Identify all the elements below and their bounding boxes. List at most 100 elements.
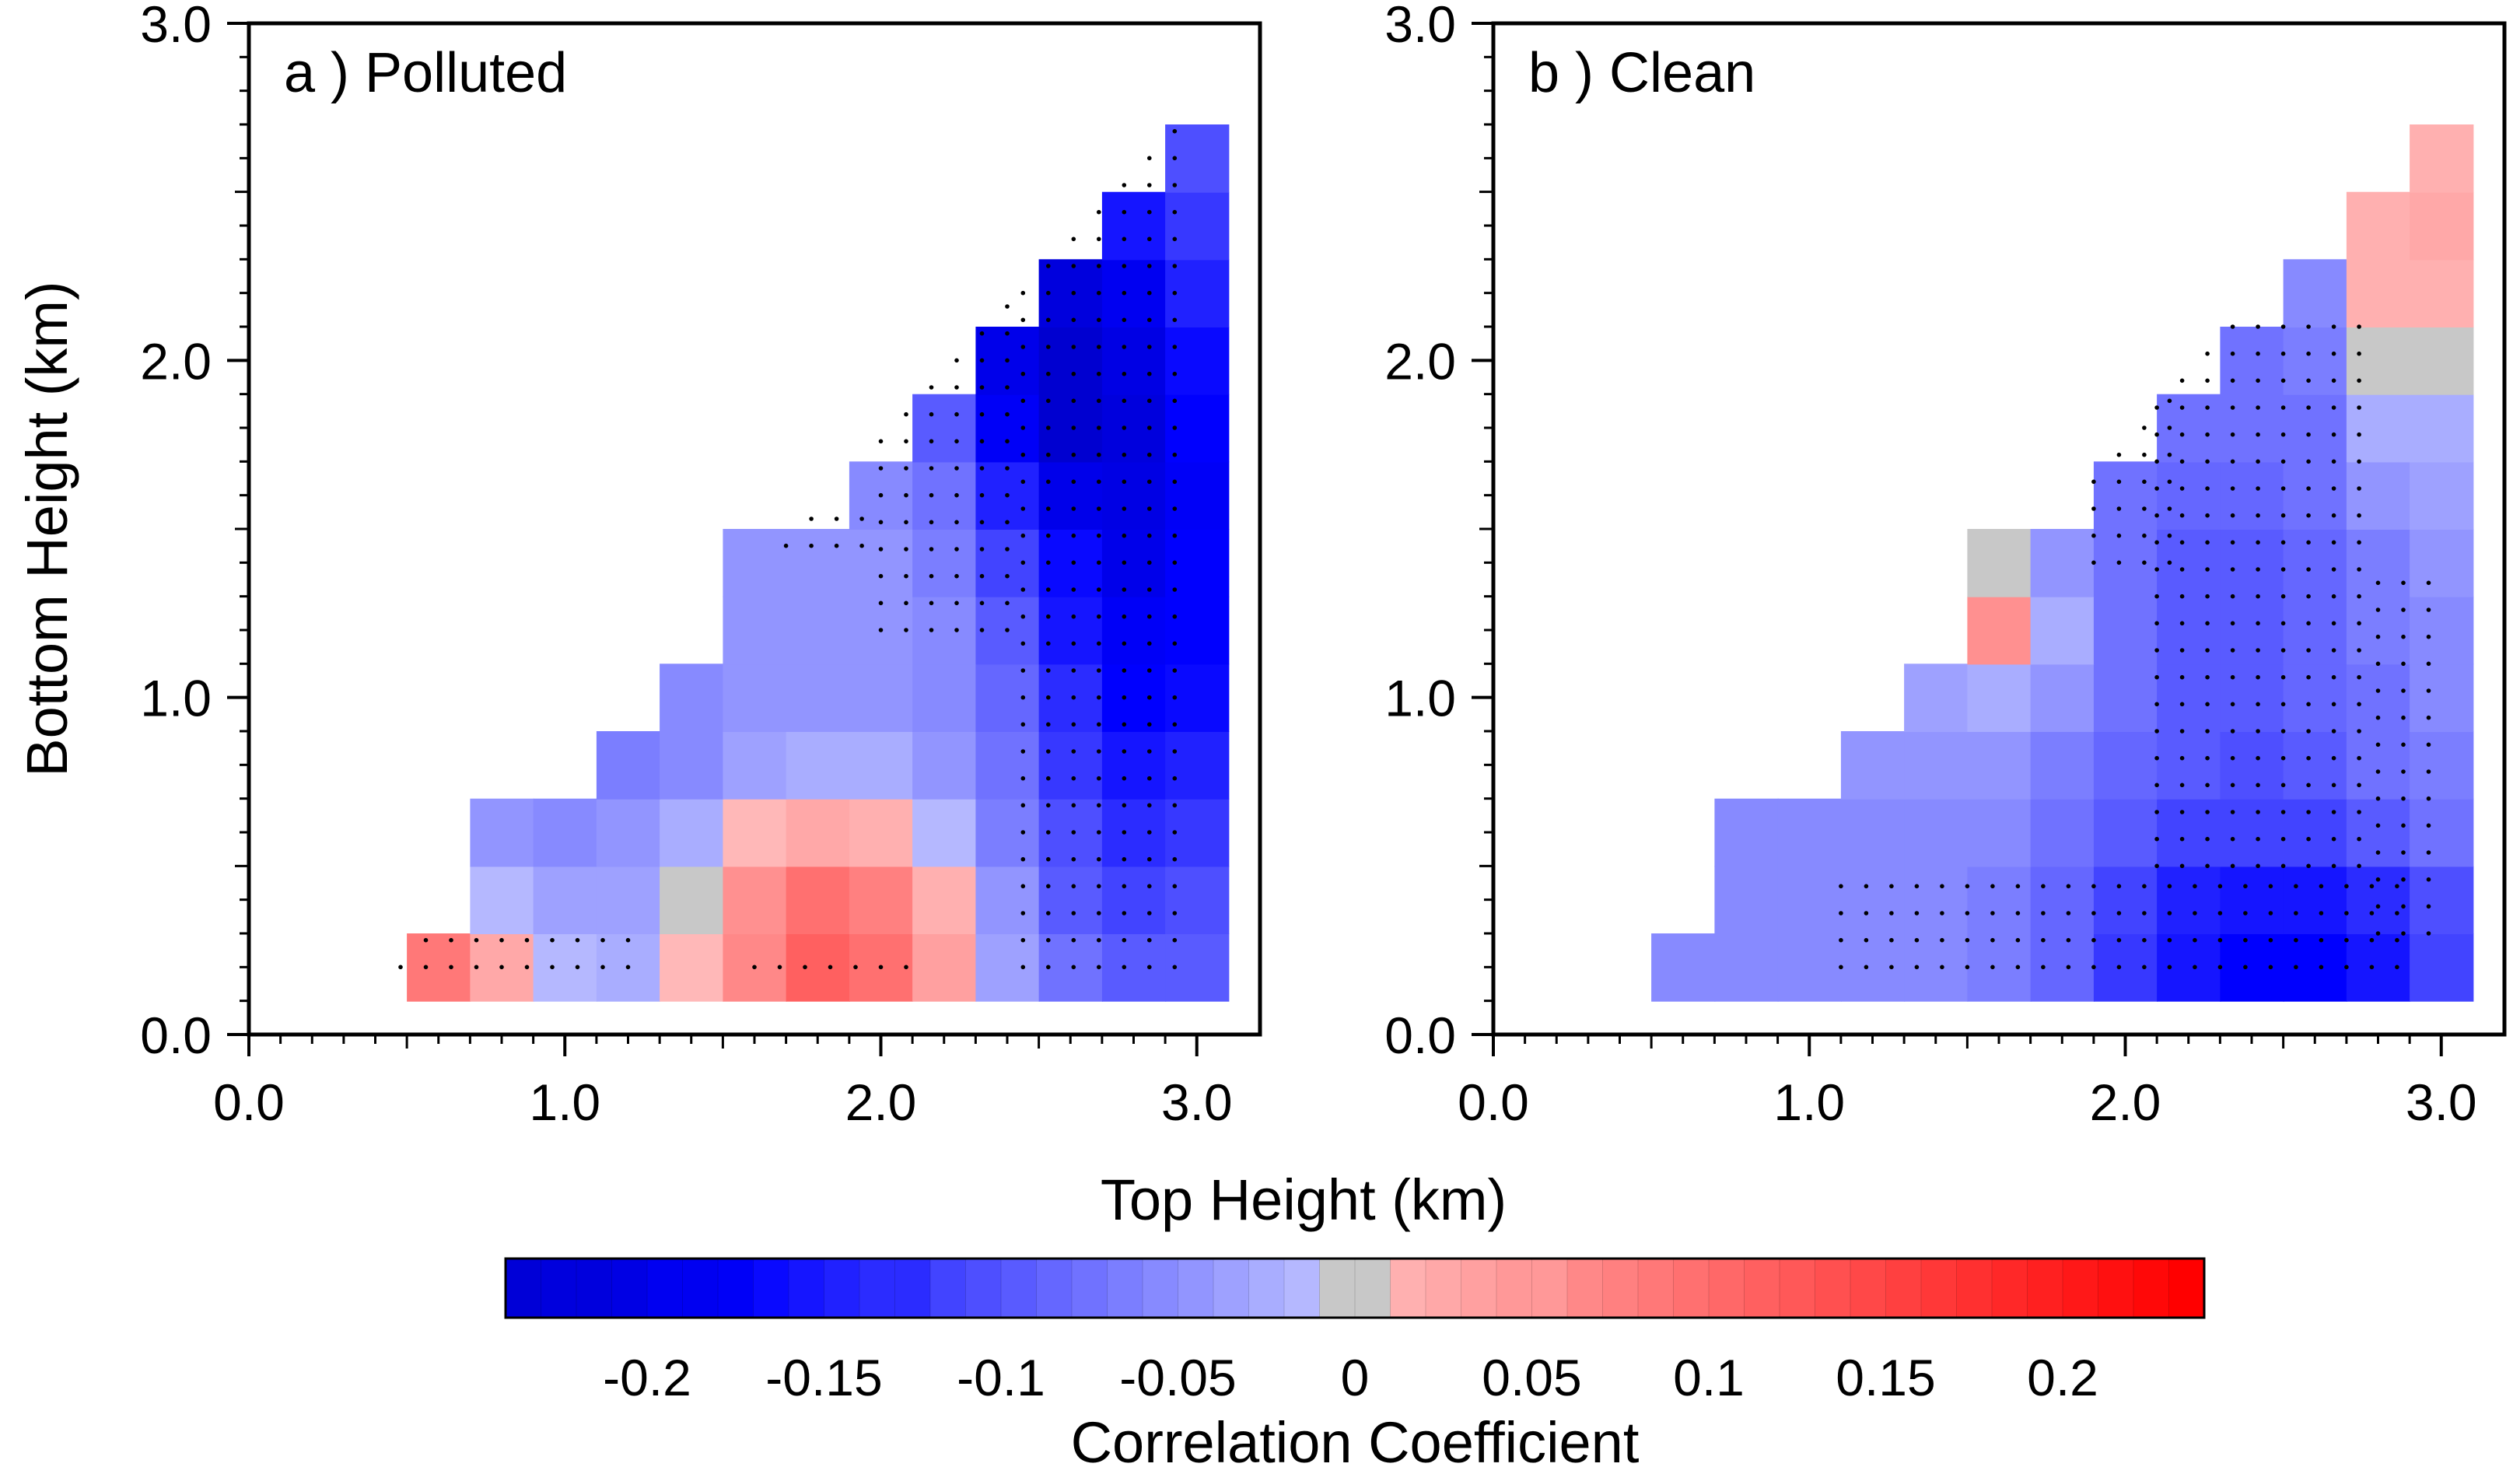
stipple-dot — [1020, 830, 1026, 835]
stipple-dot — [2375, 877, 2381, 882]
stipple-dot — [1914, 937, 1920, 943]
stipple-dot — [1990, 965, 1995, 970]
heatmap-cell — [660, 731, 724, 800]
stipple-dot — [1097, 965, 1101, 970]
stipple-dot — [1122, 371, 1127, 376]
stipple-dot — [2041, 884, 2046, 889]
heatmap-cell — [2093, 866, 2158, 934]
stipple-dot — [1071, 641, 1076, 646]
stipple-dot — [2167, 911, 2172, 916]
stipple-dot — [2167, 425, 2172, 430]
colorbar-swatch — [1178, 1259, 1213, 1318]
stipple-dot — [904, 628, 908, 632]
stipple-dot — [1122, 452, 1127, 457]
colorbar-tick-label: -0.05 — [1119, 1349, 1236, 1406]
stipple-dot — [904, 965, 908, 970]
stipple-dot — [2280, 648, 2286, 653]
stipple-dot — [2091, 965, 2096, 970]
stipple-dot — [2401, 688, 2406, 693]
colorbar-swatch — [541, 1259, 576, 1318]
stipple-dot — [1097, 371, 1101, 376]
stipple-dot — [1020, 803, 1026, 808]
colorbar-swatch — [611, 1259, 647, 1318]
heatmap-cell — [2093, 798, 2158, 867]
heatmap-cell — [2030, 731, 2095, 800]
stipple-dot — [2280, 567, 2286, 572]
y-tick-label: 3.0 — [1384, 0, 1456, 53]
stipple-dot — [1147, 506, 1152, 511]
stipple-dot — [2179, 513, 2185, 518]
x-tick-label: 0.0 — [213, 1073, 285, 1131]
stipple-dot — [2091, 506, 2096, 511]
stipple-dot — [2280, 674, 2286, 680]
colorbar-swatch — [682, 1259, 718, 1318]
stipple-dot — [1839, 911, 1843, 916]
stipple-dot — [1097, 452, 1101, 457]
heatmap-cell — [1101, 663, 1167, 732]
stipple-dot — [2306, 513, 2311, 518]
stipple-dot — [1020, 856, 1026, 862]
x-tick-label: 2.0 — [845, 1073, 917, 1131]
stipple-dot — [2116, 884, 2122, 889]
stipple-dot — [2217, 965, 2223, 970]
stipple-dot — [2426, 769, 2431, 774]
stipple-dot — [834, 543, 839, 548]
stipple-dot — [904, 520, 908, 525]
stipple-dot — [2401, 796, 2406, 801]
stipple-dot — [1990, 937, 1995, 943]
stipple-dot — [929, 492, 934, 498]
stipple-dot — [2306, 324, 2311, 329]
stipple-dot — [1071, 965, 1076, 970]
stipple-dot — [1889, 937, 1894, 943]
heatmap-cell — [912, 798, 977, 867]
stipple-dot — [2280, 783, 2286, 788]
stipple-dot — [1046, 830, 1051, 835]
stipple-dot — [2306, 351, 2311, 356]
stipple-dot — [1147, 560, 1152, 565]
stipple-dot — [2256, 513, 2260, 518]
significance-stipple-clean — [1839, 324, 2431, 970]
stipple-dot — [474, 965, 479, 970]
colorbar-swatch — [1355, 1259, 1391, 1318]
colorbar-swatch — [859, 1259, 895, 1318]
stipple-dot — [2306, 648, 2311, 653]
y-tick-label: 2.0 — [140, 332, 212, 390]
stipple-dot — [2331, 432, 2336, 437]
stipple-dot — [2205, 836, 2210, 842]
stipple-dot — [1172, 911, 1178, 916]
stipple-dot — [1172, 236, 1178, 242]
heatmap-cell — [912, 933, 977, 1002]
stipple-dot — [1046, 911, 1051, 916]
stipple-dot — [2230, 648, 2235, 653]
stipple-dot — [1097, 695, 1101, 700]
stipple-dot — [1147, 398, 1152, 404]
stipple-dot — [2357, 755, 2361, 761]
stipple-dot — [1172, 776, 1178, 781]
heatmap-cell — [975, 798, 1040, 867]
heatmap-cell — [2220, 529, 2284, 597]
heatmap-cell — [2410, 259, 2474, 327]
stipple-dot — [1940, 884, 1944, 889]
stipple-dot — [2375, 580, 2381, 586]
stipple-dot — [929, 573, 934, 579]
stipple-dot — [929, 600, 934, 606]
stipple-dot — [1122, 533, 1127, 538]
stipple-dot — [1965, 965, 1970, 970]
heatmap-cell — [2346, 394, 2411, 463]
stipple-dot — [1005, 573, 1010, 579]
stipple-dot — [1122, 749, 1127, 754]
stipple-dot — [853, 965, 858, 970]
heatmap-cell — [2410, 394, 2474, 463]
stipple-dot — [1020, 884, 1026, 889]
heatmap-cell — [2346, 798, 2411, 867]
stipple-dot — [2426, 742, 2431, 748]
x-tick-label: 1.0 — [529, 1073, 600, 1131]
stipple-dot — [2426, 580, 2431, 586]
colorbar-swatch — [1780, 1259, 1815, 1318]
stipple-dot — [600, 965, 605, 970]
heatmap-cell — [2093, 461, 2158, 530]
heatmap-cell — [849, 663, 914, 732]
stipple-dot — [878, 547, 884, 551]
stipple-dot — [1071, 856, 1076, 862]
heatmap-cell — [2220, 596, 2284, 665]
